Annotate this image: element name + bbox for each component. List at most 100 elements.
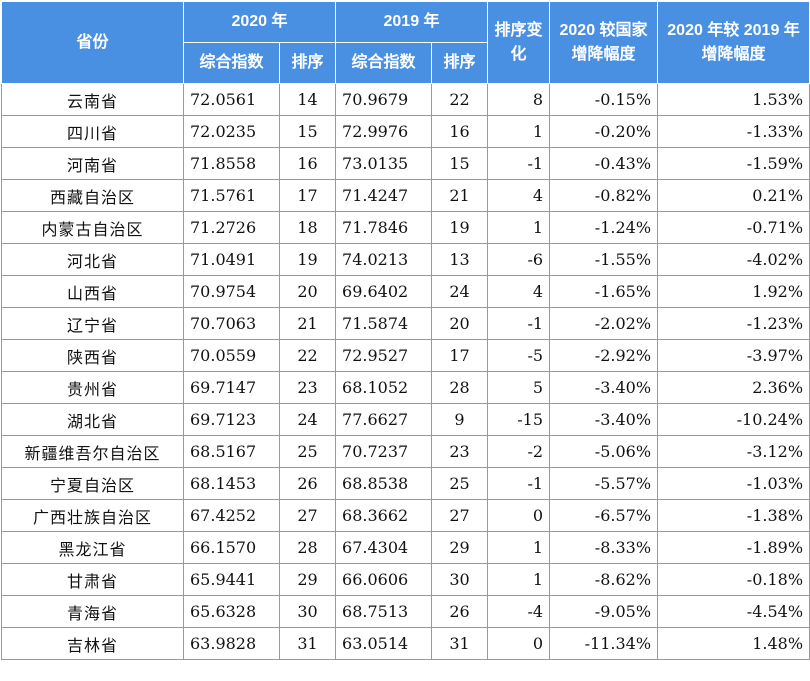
rank-2020-cell: 21 — [278, 307, 337, 340]
rank-2020-cell: 24 — [278, 403, 337, 436]
rank-2020-cell: 25 — [278, 435, 337, 468]
province-cell: 宁夏自治区 — [1, 467, 184, 500]
index-2019-cell: 77.6627 — [335, 403, 433, 436]
header-vs-national: 2020 较国家增降幅度 — [549, 1, 659, 84]
rank-change-cell: 1 — [487, 115, 551, 148]
rank-2019-cell: 16 — [431, 115, 489, 148]
table-row: 甘肃省 65.9441 29 66.0606 30 1 -8.62% -0.18% — [1, 563, 810, 596]
vs-2019-cell: -10.24% — [657, 403, 810, 436]
index-2019-cell: 70.9679 — [335, 83, 433, 116]
table-row: 辽宁省 70.7063 21 71.5874 20 -1 -2.02% -1.23% — [1, 307, 810, 340]
rank-2019-cell: 29 — [431, 531, 489, 564]
province-cell: 甘肃省 — [1, 563, 184, 596]
index-2019-cell: 72.9527 — [335, 339, 433, 372]
rank-2020-cell: 27 — [278, 499, 337, 532]
rank-change-cell: -1 — [487, 147, 551, 180]
table-row: 西藏自治区 71.5761 17 71.4247 21 4 -0.82% 0.21% — [1, 179, 810, 212]
table-body: 云南省 72.0561 14 70.9679 22 8 -0.15% 1.53% 四川省 72.0… — [1, 83, 810, 660]
province-index-table: 省份 2020 年 2019 年 排序变化 2020 较国家增降幅度 2020 … — [1, 1, 810, 660]
table-row: 黑龙江省 66.1570 28 67.4304 29 1 -8.33% -1.89% — [1, 531, 810, 564]
rank-2019-cell: 21 — [431, 179, 489, 212]
rank-2019-cell: 31 — [431, 627, 489, 660]
rank-2020-cell: 28 — [278, 531, 337, 564]
vs-2019-cell: -3.12% — [657, 435, 810, 468]
index-2020-cell: 66.1570 — [183, 531, 280, 564]
header-rank-2019: 排序 — [431, 42, 489, 84]
index-2020-cell: 67.4252 — [183, 499, 280, 532]
rank-2020-cell: 20 — [278, 275, 337, 308]
rank-change-cell: 0 — [487, 627, 551, 660]
index-2020-cell: 65.6328 — [183, 595, 280, 628]
vs-national-cell: -2.02% — [549, 307, 659, 340]
rank-change-cell: 4 — [487, 179, 551, 212]
vs-national-cell: -3.40% — [549, 371, 659, 404]
index-2019-cell: 66.0606 — [335, 563, 433, 596]
rank-change-cell: -15 — [487, 403, 551, 436]
header-row-sub: 综合指数 排序 综合指数 排序 — [2, 42, 810, 84]
table-row: 吉林省 63.9828 31 63.0514 31 0 -11.34% 1.48% — [1, 627, 810, 660]
vs-national-cell: -1.55% — [549, 243, 659, 276]
province-cell: 河北省 — [1, 243, 184, 276]
index-2020-cell: 68.5167 — [183, 435, 280, 468]
rank-2020-cell: 31 — [278, 627, 337, 660]
province-cell: 内蒙古自治区 — [1, 211, 184, 244]
vs-2019-cell: -1.89% — [657, 531, 810, 564]
rank-change-cell: -1 — [487, 307, 551, 340]
rank-change-cell: -1 — [487, 467, 551, 500]
vs-national-cell: -11.34% — [549, 627, 659, 660]
rank-change-cell: 4 — [487, 275, 551, 308]
rank-change-cell: -5 — [487, 339, 551, 372]
rank-2019-cell: 26 — [431, 595, 489, 628]
rank-2020-cell: 22 — [278, 339, 337, 372]
province-cell: 吉林省 — [1, 627, 184, 660]
index-2020-cell: 71.8558 — [183, 147, 280, 180]
index-2019-cell: 68.3662 — [335, 499, 433, 532]
index-2020-cell: 65.9441 — [183, 563, 280, 596]
header-province: 省份 — [1, 1, 184, 84]
province-cell: 湖北省 — [1, 403, 184, 436]
rank-2020-cell: 29 — [278, 563, 337, 596]
rank-change-cell: 5 — [487, 371, 551, 404]
vs-national-cell: -6.57% — [549, 499, 659, 532]
rank-change-cell: -4 — [487, 595, 551, 628]
vs-2019-cell: -1.33% — [657, 115, 810, 148]
province-cell: 西藏自治区 — [1, 179, 184, 212]
table-row: 青海省 65.6328 30 68.7513 26 -4 -9.05% -4.54% — [1, 595, 810, 628]
rank-2020-cell: 23 — [278, 371, 337, 404]
table-row: 宁夏自治区 68.1453 26 68.8538 25 -1 -5.57% -1.03% — [1, 467, 810, 500]
rank-change-cell: 1 — [487, 531, 551, 564]
rank-2019-cell: 9 — [431, 403, 489, 436]
rank-2020-cell: 18 — [278, 211, 337, 244]
vs-national-cell: -0.82% — [549, 179, 659, 212]
index-2020-cell: 69.7123 — [183, 403, 280, 436]
rank-2019-cell: 13 — [431, 243, 489, 276]
province-cell: 贵州省 — [1, 371, 184, 404]
vs-2019-cell: 0.21% — [657, 179, 810, 212]
rank-2020-cell: 15 — [278, 115, 337, 148]
rank-2019-cell: 20 — [431, 307, 489, 340]
rank-change-cell: 1 — [487, 211, 551, 244]
province-cell: 广西壮族自治区 — [1, 499, 184, 532]
index-2020-cell: 63.9828 — [183, 627, 280, 660]
rank-2020-cell: 14 — [278, 83, 337, 116]
header-year-2020: 2020 年 — [182, 1, 337, 43]
vs-2019-cell: -1.03% — [657, 467, 810, 500]
vs-2019-cell: -0.71% — [657, 211, 810, 244]
rank-2019-cell: 19 — [431, 211, 489, 244]
vs-national-cell: -1.65% — [549, 275, 659, 308]
rank-2019-cell: 25 — [431, 467, 489, 500]
index-2020-cell: 70.0559 — [183, 339, 280, 372]
index-2019-cell: 74.0213 — [335, 243, 433, 276]
rank-2019-cell: 23 — [431, 435, 489, 468]
province-cell: 青海省 — [1, 595, 184, 628]
vs-national-cell: -8.33% — [549, 531, 659, 564]
index-2020-cell: 70.9754 — [183, 275, 280, 308]
index-2020-cell: 71.2726 — [183, 211, 280, 244]
index-2020-cell: 70.7063 — [183, 307, 280, 340]
rank-2019-cell: 28 — [431, 371, 489, 404]
province-cell: 辽宁省 — [1, 307, 184, 340]
rank-2020-cell: 30 — [278, 595, 337, 628]
index-2019-cell: 70.7237 — [335, 435, 433, 468]
vs-national-cell: -0.20% — [549, 115, 659, 148]
index-2019-cell: 68.7513 — [335, 595, 433, 628]
